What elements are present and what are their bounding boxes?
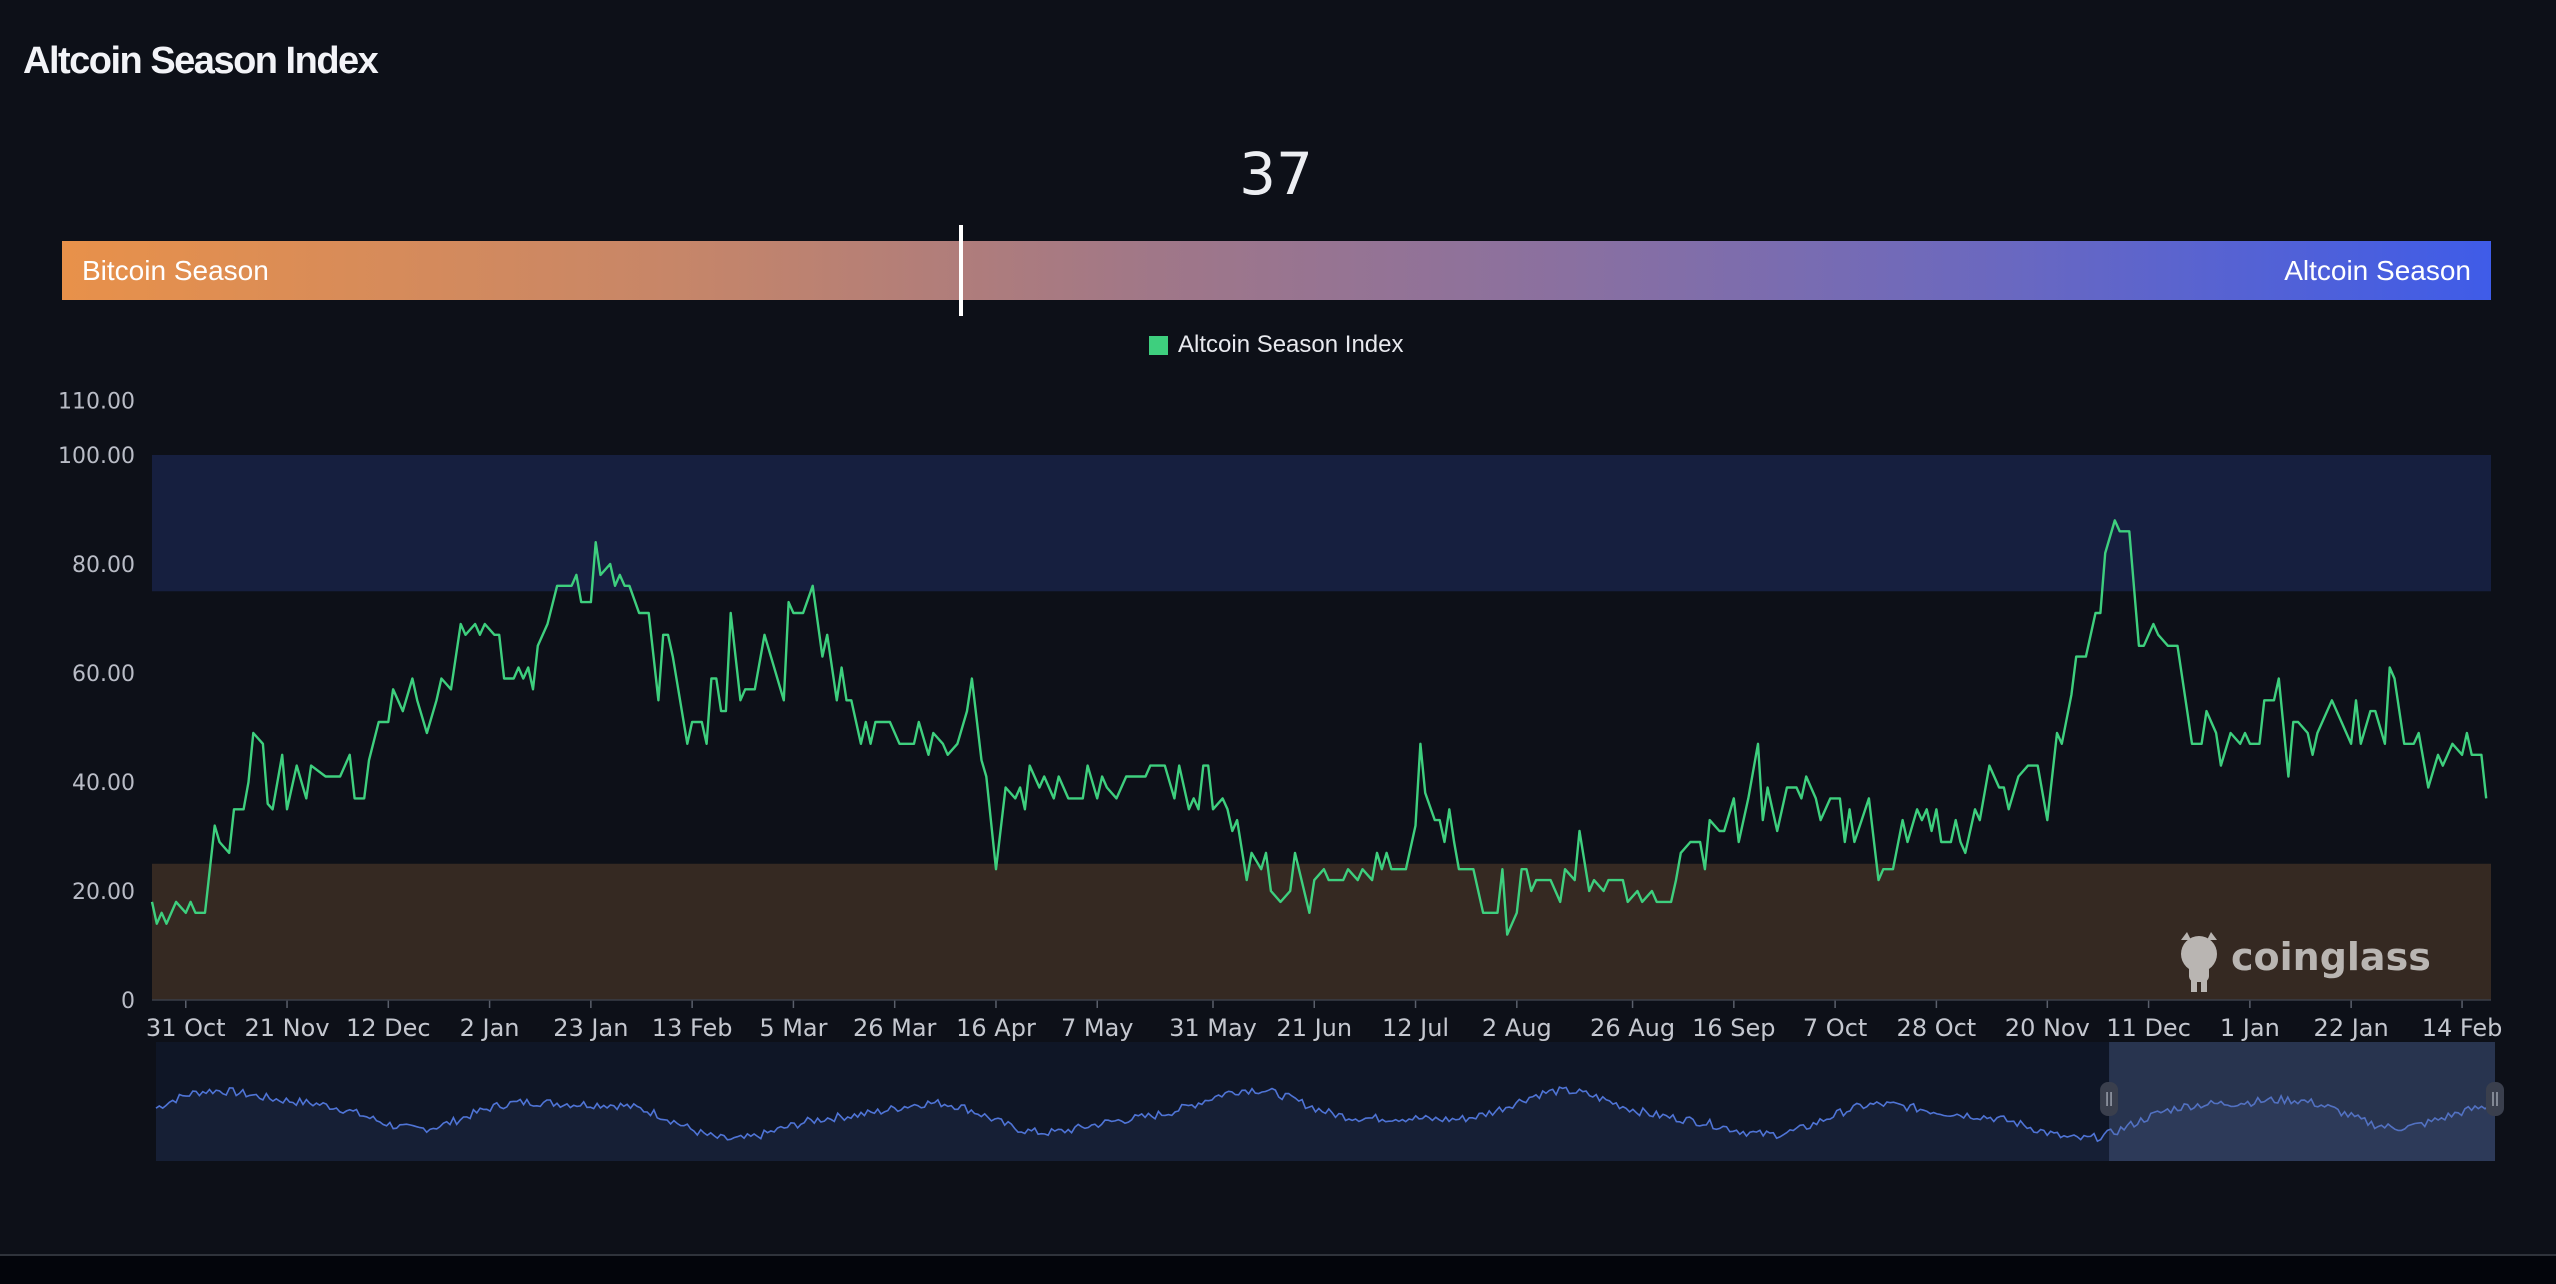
- x-tick-label: 26 Mar: [853, 1014, 937, 1042]
- gauge-value-marker: [958, 225, 963, 316]
- series-line-altcoin-season-index: [150, 519, 2488, 936]
- overview-line: [155, 1086, 2496, 1143]
- x-tick-label: 16 Sep: [1692, 1014, 1775, 1042]
- footer-bar: [0, 1256, 2556, 1284]
- x-tick-label: 11 Dec: [2106, 1014, 2191, 1042]
- zoom-window-selection[interactable]: [2109, 1042, 2495, 1161]
- line-chart: 0 20.00 40.00 60.00 80.00 100.00 110.00 31 Oct…: [58, 390, 2504, 1161]
- legend-swatch-icon: [1149, 335, 1168, 355]
- x-tick-label: 12 Dec: [346, 1014, 431, 1042]
- x-tick-label: 22 Jan: [2314, 1014, 2389, 1042]
- x-tick-label: 13 Feb: [652, 1014, 733, 1042]
- y-tick-label: 80.00: [72, 553, 135, 578]
- y-tick-label: 110.00: [58, 390, 135, 415]
- x-tick-label: 12 Jul: [1382, 1014, 1449, 1042]
- coinglass-watermark-text: coinglass: [2231, 935, 2431, 979]
- datazoom-overview[interactable]: [155, 1042, 2504, 1161]
- x-tick-label: 14 Feb: [2422, 1014, 2503, 1042]
- footer-divider: [0, 1254, 2556, 1256]
- x-tick-label: 1 Jan: [2220, 1014, 2280, 1042]
- band-altcoin-season: [152, 455, 2491, 592]
- altcoin-season-label: Altcoin Season: [2284, 255, 2471, 286]
- x-tick-label: 31 May: [1169, 1014, 1257, 1042]
- x-tick-label: 7 May: [1061, 1014, 1134, 1042]
- x-tick-label: 7 Oct: [1803, 1014, 1867, 1042]
- current-index-value: 37: [1239, 140, 1313, 208]
- x-tick-label: 28 Oct: [1897, 1014, 1977, 1042]
- x-tick-label: 21 Nov: [245, 1014, 330, 1042]
- y-tick-label: 60.00: [72, 662, 135, 687]
- zoom-handle-left[interactable]: [2100, 1082, 2119, 1116]
- zoom-handle-right[interactable]: [2486, 1082, 2504, 1116]
- x-tick-label: 5 Mar: [759, 1014, 827, 1042]
- x-tick-label: 31 Oct: [146, 1014, 226, 1042]
- y-tick-label: 20.00: [72, 880, 135, 905]
- page-title: Altcoin Season Index: [23, 40, 379, 82]
- x-tick-label: 2 Jan: [460, 1014, 520, 1042]
- x-tick-label: 26 Aug: [1590, 1014, 1675, 1042]
- x-tick-label: 21 Jun: [1276, 1014, 1352, 1042]
- y-tick-label: 0: [121, 989, 135, 1014]
- coinglass-watermark: coinglass: [2181, 932, 2431, 992]
- y-tick-label: 100.00: [58, 444, 135, 469]
- x-tick-label: 16 Apr: [956, 1014, 1036, 1042]
- legend-label: Altcoin Season Index: [1178, 331, 1404, 358]
- x-tick-label: 2 Aug: [1482, 1014, 1552, 1042]
- coinglass-logo-icon: [2181, 932, 2217, 992]
- x-tick-label: 20 Nov: [2005, 1014, 2090, 1042]
- legend-item[interactable]: Altcoin Season Index: [1149, 331, 1403, 359]
- bitcoin-season-label: Bitcoin Season: [82, 255, 269, 286]
- band-bitcoin-season: [152, 863, 2491, 1000]
- x-tick-label: 23 Jan: [553, 1014, 628, 1042]
- season-gauge-bar: Bitcoin Season Altcoin Season: [62, 241, 2491, 300]
- y-tick-label: 40.00: [72, 771, 135, 796]
